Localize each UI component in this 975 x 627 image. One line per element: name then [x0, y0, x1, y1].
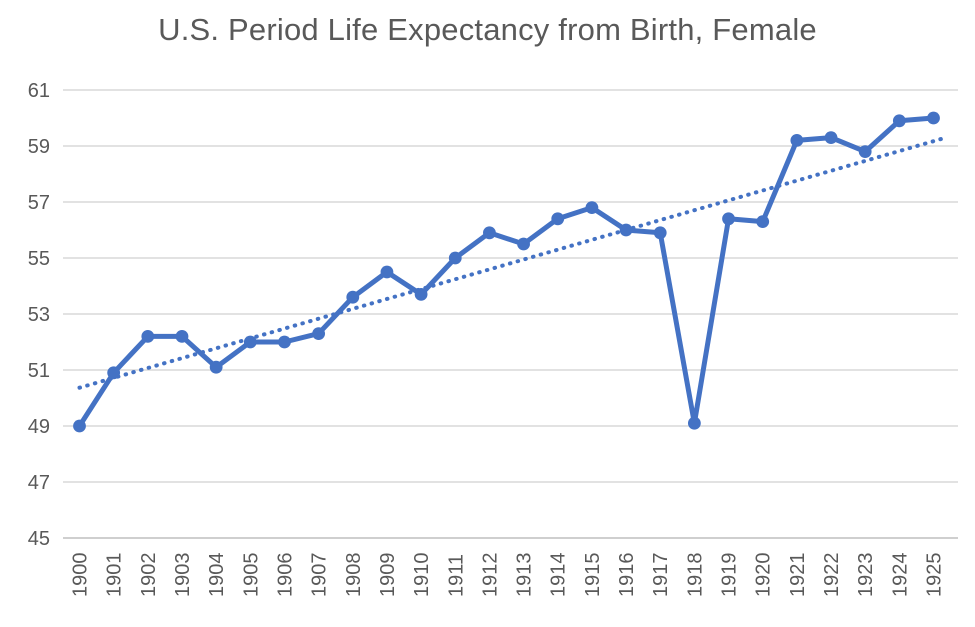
- data-point-marker: [483, 226, 496, 240]
- x-tick-label: 1918: [684, 553, 706, 598]
- data-point-marker: [687, 416, 701, 430]
- x-tick-label: 1914: [548, 553, 570, 598]
- x-tick-label: 1901: [104, 553, 126, 598]
- data-point-marker: [175, 330, 189, 343]
- x-tick-label: 1920: [753, 553, 775, 598]
- data-point-marker: [892, 114, 906, 128]
- y-tick-label: 45: [28, 528, 50, 550]
- data-point-marker: [790, 134, 804, 147]
- data-point-marker: [141, 330, 155, 343]
- data-point-marker: [551, 212, 565, 226]
- data-point-marker: [927, 111, 940, 125]
- x-tick-label: 1905: [240, 553, 262, 598]
- data-point-marker: [858, 145, 872, 159]
- x-tick-label: 1922: [821, 553, 843, 598]
- y-tick-label: 57: [28, 192, 50, 214]
- x-tick-label: 1910: [411, 553, 433, 598]
- y-tick-label: 53: [28, 304, 50, 326]
- x-tick-label: 1919: [719, 553, 741, 598]
- x-tick-label: 1925: [924, 553, 946, 598]
- data-point-marker: [585, 201, 599, 215]
- x-tick-label: 1906: [274, 553, 296, 598]
- trendline: [77, 135, 949, 390]
- x-tick-label: 1923: [855, 553, 877, 598]
- series-line: [77, 115, 936, 429]
- x-tick-label: 1921: [787, 553, 809, 598]
- x-tick-label: 1904: [206, 553, 228, 598]
- x-tick-label: 1902: [138, 553, 160, 598]
- data-point-marker: [312, 327, 326, 340]
- x-tick-label: 1916: [616, 553, 638, 598]
- data-point-marker: [414, 288, 428, 301]
- x-tick-label: 1909: [377, 553, 399, 598]
- data-point-marker: [756, 215, 770, 229]
- x-tick-label: 1912: [479, 553, 501, 598]
- data-point-marker: [209, 360, 223, 374]
- x-tick-label: 1908: [343, 553, 365, 598]
- data-point-marker: [73, 419, 86, 433]
- x-tick-label: 1900: [70, 553, 92, 598]
- data-point-marker: [278, 335, 291, 349]
- x-tick-label: 1903: [172, 553, 194, 598]
- y-tick-label: 49: [28, 416, 50, 438]
- chart-title: U.S. Period Life Expectancy from Birth, …: [158, 12, 817, 47]
- x-tick-label: 1911: [445, 554, 467, 597]
- data-point-marker: [722, 212, 735, 226]
- data-point-marker: [107, 366, 121, 380]
- data-point-marker: [380, 265, 394, 279]
- data-point-marker: [243, 335, 257, 349]
- y-tick-label: 47: [28, 472, 50, 494]
- data-point-marker: [517, 237, 530, 251]
- data-point-marker: [448, 251, 462, 265]
- data-point-marker: [619, 223, 633, 237]
- x-tick-label: 1907: [309, 553, 331, 598]
- y-tick-label: 61: [28, 80, 50, 102]
- data-point-marker: [346, 290, 360, 304]
- x-tick-label: 1924: [889, 553, 911, 598]
- y-tick-label: 55: [28, 248, 50, 270]
- y-tick-label: 51: [28, 360, 50, 382]
- data-point-marker: [653, 226, 667, 240]
- x-tick-label: 1915: [582, 553, 604, 598]
- y-tick-label: 59: [28, 136, 50, 158]
- data-point-marker: [824, 131, 838, 145]
- x-tick-label: 1913: [514, 553, 536, 598]
- x-tick-label: 1917: [650, 553, 672, 598]
